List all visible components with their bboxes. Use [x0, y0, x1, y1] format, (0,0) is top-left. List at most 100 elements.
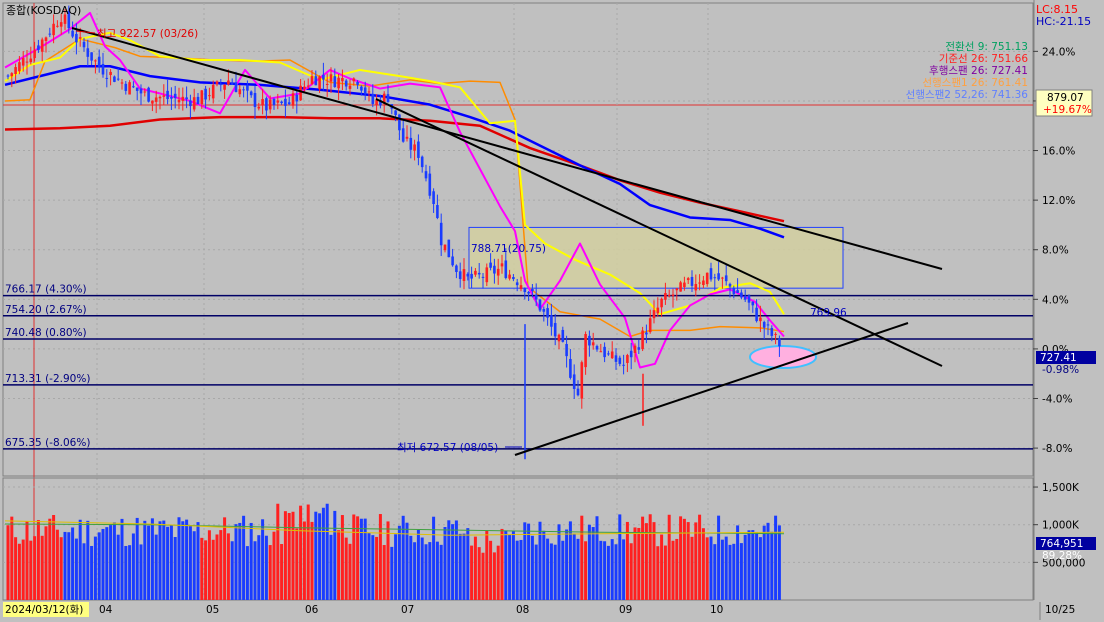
trend-line: [514, 322, 909, 456]
candle-body: [493, 265, 496, 274]
candle-body: [371, 93, 375, 104]
kijun-line: [4, 31, 785, 316]
volume-bar: [656, 546, 660, 600]
candle-body: [284, 98, 287, 106]
volume-bar: [561, 540, 565, 600]
volume-bar: [105, 527, 109, 600]
volume-bar: [215, 534, 219, 600]
candle-body: [409, 137, 413, 150]
volume-tag-pct: 89.28%: [1042, 550, 1082, 562]
candle-body: [234, 82, 238, 93]
right-date-label: 10/25: [1045, 604, 1075, 616]
candle-body: [515, 282, 519, 286]
candle-body: [48, 33, 52, 35]
volume-bar: [375, 536, 379, 600]
volume-bar: [371, 535, 375, 600]
candle-body: [14, 67, 17, 75]
volume-tag-bg: [1036, 537, 1096, 550]
volume-bar: [713, 544, 717, 600]
volume-bar: [367, 533, 371, 600]
volume-bar: [257, 535, 261, 600]
x-tick-label: 04: [99, 604, 113, 616]
candle-body: [709, 268, 713, 280]
volume-bar: [777, 525, 781, 600]
candle-body: [690, 276, 694, 286]
volume-bar: [679, 516, 683, 600]
y-tick-label: -8.0%: [1042, 443, 1072, 455]
volume-bar: [82, 543, 86, 600]
volume-bar: [287, 513, 291, 600]
volume-bar: [755, 532, 759, 600]
volume-bar: [78, 519, 82, 600]
volume-bar: [280, 544, 284, 600]
candle-body: [721, 277, 724, 279]
volume-bar: [774, 515, 778, 600]
candle-body: [268, 99, 272, 110]
volume-bar: [652, 522, 656, 600]
candle-body: [550, 315, 553, 327]
candle-body: [618, 357, 622, 364]
candle-body: [143, 91, 147, 93]
volume-bar: [124, 545, 128, 600]
start-date-bg: [3, 602, 89, 617]
candle-body: [166, 90, 169, 100]
volume-bar: [253, 541, 257, 600]
candle-body: [428, 173, 432, 196]
candle-body: [432, 191, 435, 204]
candle-body: [124, 83, 128, 91]
volume-bar: [557, 524, 561, 600]
volume-tag: 764,951 89.28%: [1036, 537, 1096, 562]
volume-bar: [264, 535, 268, 600]
candle-body: [306, 85, 310, 87]
volume-bar: [420, 537, 424, 600]
candle-body: [398, 114, 401, 131]
candle-body: [542, 308, 546, 312]
volume-ma-long: [4, 523, 785, 535]
volume-bar: [238, 522, 242, 600]
x-tick-label: 08: [516, 604, 529, 616]
volume-bar: [162, 520, 166, 600]
candle-body: [774, 333, 777, 335]
volume-bar: [523, 522, 527, 600]
volume-bar: [542, 530, 546, 600]
volume-bar: [477, 547, 481, 600]
ichimoku-layer: [4, 11, 844, 369]
candle-body: [417, 141, 420, 158]
volume-bar: [245, 546, 249, 600]
candle-body: [173, 93, 177, 99]
volume-bar: [344, 537, 348, 600]
candle-body: [656, 307, 660, 314]
volume-bar: [154, 534, 158, 600]
candle-body: [591, 342, 595, 346]
candle-body: [139, 88, 143, 94]
candle-body: [660, 298, 663, 308]
candle-body: [607, 353, 610, 355]
volume-bar: [553, 544, 557, 600]
volume-bar: [489, 540, 493, 600]
candle-body: [523, 288, 527, 293]
candle-body: [504, 260, 508, 279]
y-tick-label: 12.0%: [1042, 195, 1075, 207]
candle-body: [223, 84, 226, 90]
volume-bar: [603, 541, 607, 600]
level-788-annotation: 788.71(20.75): [471, 243, 546, 255]
volume-bar: [169, 524, 173, 600]
x-tick-label: 05: [206, 604, 219, 616]
volume-bar: [226, 533, 230, 600]
candle-body: [751, 301, 755, 306]
y-tick-label: 24.0%: [1042, 46, 1075, 58]
candle-body: [261, 99, 264, 106]
candle-body: [329, 74, 333, 82]
volume-bar: [52, 514, 56, 600]
volume-bar: [283, 511, 287, 600]
volume-bar: [14, 537, 18, 600]
volume-bar: [466, 528, 470, 600]
volume-bar: [633, 527, 637, 600]
candle-body: [455, 265, 458, 272]
candle-body: [652, 310, 656, 319]
candle-body: [717, 273, 720, 280]
candle-body: [481, 276, 485, 278]
candle-body: [344, 80, 348, 87]
hc-label: HC:-21.15: [1036, 15, 1091, 28]
